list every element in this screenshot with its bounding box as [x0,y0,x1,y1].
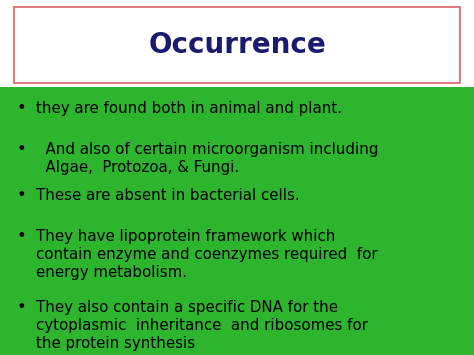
Text: Occurrence: Occurrence [148,31,326,59]
Text: •: • [17,300,27,315]
Text: •: • [17,229,27,244]
FancyBboxPatch shape [0,87,474,355]
Text: •: • [17,142,27,157]
Text: they are found both in animal and plant.: they are found both in animal and plant. [36,101,342,116]
Text: They have lipoprotein framework which
contain enzyme and coenzymes required  for: They have lipoprotein framework which co… [36,229,377,280]
Text: •: • [17,101,27,116]
Text: They also contain a specific DNA for the
cytoplasmic  inheritance  and ribosomes: They also contain a specific DNA for the… [36,300,367,351]
Text: And also of certain microorganism including
  Algae,  Protozoa, & Fungi.: And also of certain microorganism includ… [36,142,378,175]
Text: These are absent in bacterial cells.: These are absent in bacterial cells. [36,188,299,203]
Text: •: • [17,188,27,203]
FancyBboxPatch shape [14,7,460,83]
